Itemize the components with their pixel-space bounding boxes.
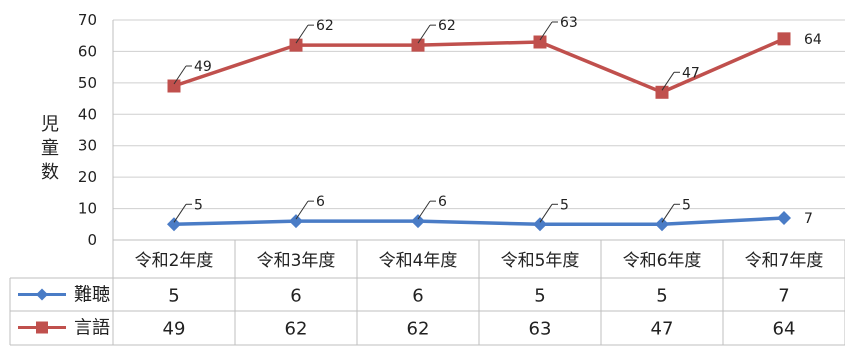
data-point bbox=[411, 38, 425, 52]
table-cell: 5 bbox=[168, 286, 179, 307]
series-name: 難聴 bbox=[74, 285, 110, 306]
data-label-leader bbox=[417, 24, 431, 44]
series-layer: 5 6 6 5 5 7 49 62 62 63 47 64 bbox=[167, 15, 822, 232]
table-cell: 6 bbox=[412, 286, 423, 307]
gridlines bbox=[112, 19, 845, 240]
data-label: 62 bbox=[316, 18, 334, 34]
y-axis-label-char: 児 bbox=[41, 114, 59, 135]
table-cell: 62 bbox=[407, 319, 430, 340]
data-label: 7 bbox=[804, 211, 813, 227]
category-label: 令和7年度 bbox=[745, 251, 824, 271]
data-label-leader bbox=[539, 204, 553, 223]
data-point bbox=[289, 38, 303, 52]
y-axis-label-char: 童 bbox=[41, 138, 59, 159]
data-label-leader bbox=[417, 200, 431, 220]
series-name: 言語 bbox=[74, 318, 110, 339]
data-point bbox=[533, 35, 547, 49]
data-label: 62 bbox=[438, 18, 456, 34]
legend-marker bbox=[36, 321, 48, 334]
data-label-leader bbox=[295, 200, 309, 220]
y-tick-label: 0 bbox=[87, 231, 97, 249]
data-point bbox=[167, 79, 181, 93]
data-label: 5 bbox=[194, 197, 203, 213]
data-label: 49 bbox=[194, 59, 212, 75]
y-tick-label: 50 bbox=[78, 74, 97, 92]
category-label: 令和2年度 bbox=[135, 251, 214, 271]
table-cell: 64 bbox=[773, 319, 796, 340]
table-cell: 5 bbox=[534, 286, 545, 307]
data-point bbox=[289, 214, 303, 229]
data-label: 63 bbox=[560, 15, 578, 31]
table-cell: 5 bbox=[656, 286, 667, 307]
y-axis-label: 児童数 bbox=[41, 114, 59, 183]
data-point bbox=[533, 217, 547, 232]
data-label: 6 bbox=[438, 194, 447, 210]
data-point bbox=[777, 211, 791, 225]
y-tick-label: 40 bbox=[78, 105, 97, 123]
series-line bbox=[173, 216, 785, 227]
category-label: 令和6年度 bbox=[623, 251, 702, 271]
data-label: 47 bbox=[682, 65, 700, 81]
data-point bbox=[655, 217, 669, 232]
y-tick-label: 10 bbox=[78, 200, 97, 218]
y-tick-label: 30 bbox=[78, 137, 97, 155]
table-cell: 47 bbox=[651, 319, 674, 340]
y-tick-label: 60 bbox=[78, 42, 97, 60]
data-label: 64 bbox=[804, 32, 822, 48]
data-point bbox=[167, 217, 181, 232]
table-cell: 63 bbox=[529, 319, 552, 340]
category-label: 令和3年度 bbox=[257, 251, 336, 271]
data-label-leader bbox=[661, 72, 675, 91]
data-label-leader bbox=[295, 24, 309, 44]
series-line bbox=[173, 37, 785, 95]
data-point bbox=[655, 85, 669, 99]
data-label: 5 bbox=[682, 197, 691, 213]
table-cell: 7 bbox=[778, 286, 789, 307]
data-label-leader bbox=[173, 65, 187, 85]
legend-marker bbox=[36, 288, 48, 301]
y-tick-label: 20 bbox=[78, 168, 97, 186]
data-label-leader bbox=[539, 21, 553, 41]
table-cell: 49 bbox=[163, 319, 186, 340]
data-label: 6 bbox=[316, 194, 325, 210]
data-label: 5 bbox=[560, 197, 569, 213]
category-label: 令和4年度 bbox=[379, 251, 458, 271]
data-label-leader bbox=[173, 204, 187, 223]
category-label: 令和5年度 bbox=[501, 251, 580, 271]
y-axis-label-char: 数 bbox=[41, 162, 59, 183]
table-cell: 62 bbox=[285, 319, 308, 340]
table-cell: 6 bbox=[290, 286, 301, 307]
y-tick-label: 70 bbox=[78, 11, 97, 29]
data-point bbox=[777, 32, 791, 46]
data-point bbox=[411, 214, 425, 229]
y-axis-ticks: 0 10 20 30 40 50 60 70 bbox=[78, 11, 97, 249]
data-label-leader bbox=[661, 204, 675, 223]
